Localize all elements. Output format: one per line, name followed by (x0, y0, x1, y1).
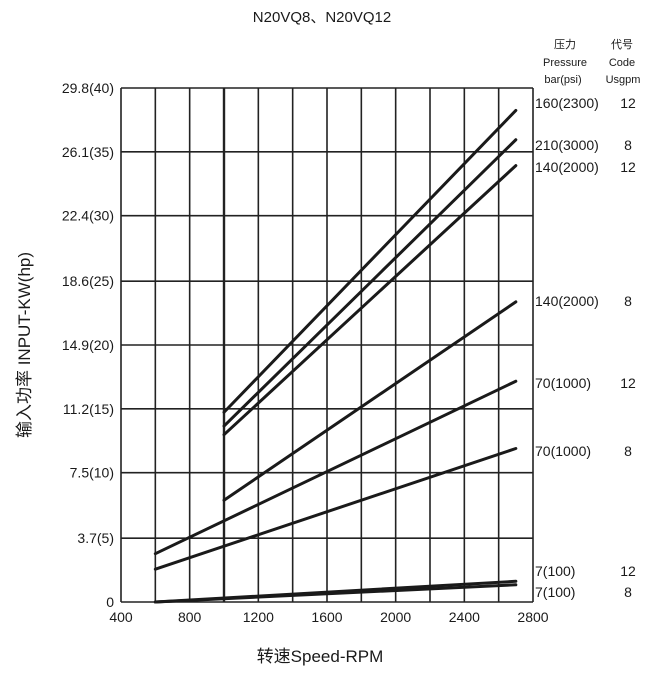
y-tick-label: 18.6(25) (62, 273, 114, 289)
series-line (153, 446, 518, 571)
series-line (153, 379, 518, 556)
x-tick-label: 2000 (380, 609, 411, 625)
x-axis-label: 转速Speed-RPM (257, 647, 384, 666)
y-tick-label: 11.2(15) (63, 401, 114, 417)
legend-header: 压力 代号 Pressure Code bar(psi) Usgpm (543, 38, 640, 86)
series-lines (153, 108, 518, 604)
x-tick-labels: 400 800 1200 1600 2000 2400 2800 (109, 609, 548, 625)
series-code-label: 8 (624, 293, 632, 309)
series-pressure-label: 7(100) (535, 563, 575, 579)
series-line (222, 138, 518, 428)
y-tick-label: 14.9(20) (62, 337, 114, 353)
y-axis-label: 输入功率 INPUT-KW(hp) (15, 252, 34, 438)
series-code-label: 12 (620, 375, 636, 391)
header-code-cn: 代号 (611, 38, 633, 51)
x-tick-label: 2400 (449, 609, 480, 625)
y-tick-label: 3.7(5) (77, 530, 114, 546)
header-pressure-unit: bar(psi) (544, 74, 581, 86)
y-tick-label: 22.4(30) (62, 208, 114, 224)
x-tick-label: 1200 (243, 609, 274, 625)
series-labels: 160(2300) 12 210(3000) 8 140(2000) 12 140(2000… (535, 95, 636, 600)
x-tick-label: 400 (109, 609, 133, 625)
header-code-en: Code (609, 57, 635, 69)
series-line (222, 108, 518, 414)
y-tick-label: 26.1(35) (62, 144, 114, 160)
header-pressure-en: Pressure (543, 57, 587, 69)
series-line (222, 164, 518, 437)
series-pressure-label: 70(1000) (535, 375, 591, 391)
series-code-label: 8 (624, 137, 632, 153)
header-pressure-cn: 压力 (554, 38, 576, 51)
series-code-label: 8 (624, 443, 632, 459)
x-tick-label: 800 (178, 609, 202, 625)
series-pressure-label: 140(2000) (535, 159, 599, 175)
series-pressure-label: 210(3000) (535, 137, 599, 153)
y-tick-labels: 0 3.7(5) 7.5(10) 11.2(15) 14.9(20) 18.6(25) 22… (62, 80, 114, 610)
x-tick-label: 2800 (517, 609, 548, 625)
series-code-label: 12 (620, 95, 636, 111)
series-pressure-label: 160(2300) (535, 95, 599, 111)
series-pressure-label: 140(2000) (535, 293, 599, 309)
series-line (222, 300, 518, 502)
y-tick-label: 29.8(40) (62, 80, 114, 96)
series-code-label: 8 (624, 584, 632, 600)
chart-title: N20VQ8、N20VQ12 (253, 9, 391, 26)
series-pressure-label: 70(1000) (535, 443, 591, 459)
x-tick-label: 1600 (311, 609, 342, 625)
series-line (153, 583, 518, 604)
series-pressure-label: 7(100) (535, 584, 575, 600)
y-tick-label: 0 (106, 594, 114, 610)
plot-grid (120, 87, 534, 603)
header-code-unit: Usgpm (606, 74, 641, 86)
series-code-label: 12 (620, 563, 636, 579)
y-tick-label: 7.5(10) (70, 465, 114, 481)
series-code-label: 12 (620, 159, 636, 175)
